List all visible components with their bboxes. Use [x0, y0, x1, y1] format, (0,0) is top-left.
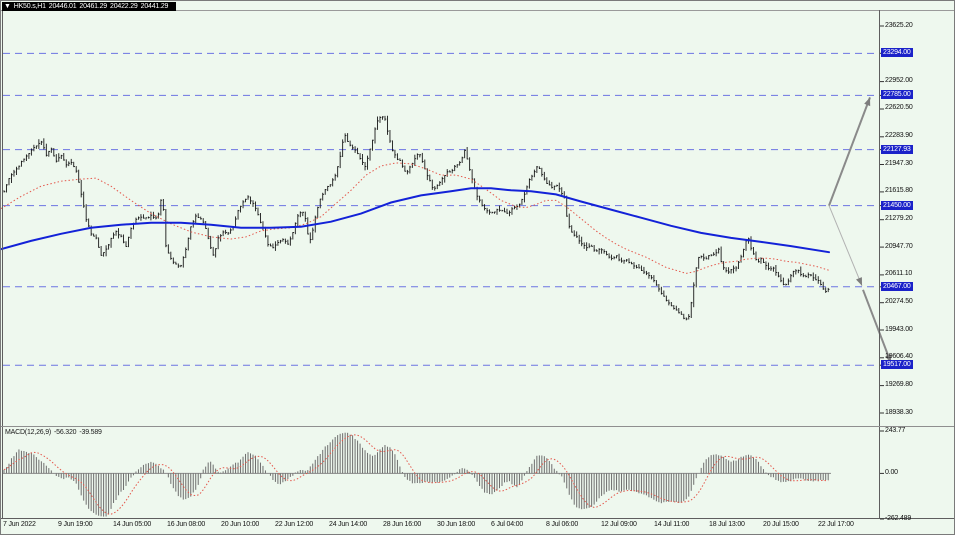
price-tick-label: 19269.80 — [885, 381, 913, 389]
ohlc-close: 20441.29 — [140, 3, 169, 10]
price-tick-label: 22283.90 — [885, 132, 913, 140]
time-tick-label: 20 Jul 15:00 — [763, 521, 799, 528]
price-level-badge: 22785.00 — [881, 90, 913, 100]
time-tick-label: 24 Jun 14:00 — [329, 521, 368, 528]
ohlc-low: 20422.29 — [110, 3, 138, 10]
ohlc-high: 20461.29 — [79, 3, 108, 10]
time-tick-label: 6 Jul 04:00 — [491, 521, 524, 528]
price-tick-label: 19943.00 — [885, 325, 913, 333]
price-tick-label: 18938.30 — [885, 408, 913, 416]
price-tick-label: 20611.10 — [885, 270, 913, 278]
price-tick-label: 19606.40 — [885, 353, 913, 361]
price-level-badge: 19517.00 — [881, 360, 913, 370]
price-tick-label: 22952.00 — [885, 77, 913, 85]
time-tick-label: 9 Jun 19:00 — [58, 521, 93, 528]
time-tick-label: 22 Jul 17:00 — [818, 521, 854, 528]
price-tick-label: 20274.50 — [885, 298, 913, 306]
price-level-badge: 21450.00 — [881, 200, 913, 210]
price-level-badge: 23294.00 — [881, 48, 913, 58]
time-tick-label: 14 Jul 11:00 — [654, 521, 690, 528]
time-tick-label: 8 Jul 06:00 — [546, 521, 579, 528]
macd-indicator-label: MACD(12,26,9) -56.320 -39.589 — [5, 429, 105, 436]
ohlc-open: 20446.01 — [48, 3, 77, 10]
time-tick-label: 22 Jun 12:00 — [275, 521, 314, 528]
macd-tick-label: -262.489 — [885, 514, 912, 522]
time-tick-label: 7 Jun 2022 — [3, 521, 36, 528]
symbol-title-bar[interactable]: ▼ HK50.s,H1 20446.01 20461.29 20422.29 20441.… — [2, 2, 177, 11]
price-level-badge: 20467.00 — [881, 281, 913, 291]
time-tick-label: 12 Jul 09:00 — [601, 521, 637, 528]
macd-main-value: -56.320 — [54, 429, 77, 436]
price-tick-label: 23625.20 — [885, 21, 913, 29]
price-tick-label: 22620.50 — [885, 104, 913, 112]
time-tick-label: 18 Jul 13:00 — [709, 521, 745, 528]
price-level-badge: 22127.93 — [881, 144, 913, 154]
price-tick-label: 21947.30 — [885, 160, 913, 168]
time-tick-label: 28 Jun 16:00 — [383, 521, 422, 528]
macd-tick-label: 0.00 — [885, 468, 898, 476]
time-tick-label: 16 Jun 08:00 — [167, 521, 206, 528]
macd-signal-value: -39.589 — [79, 429, 102, 436]
macd-name: MACD(12,26,9) — [5, 429, 52, 436]
symbol-period-label: HK50.s,H1 — [13, 3, 46, 10]
price-tick-label: 20947.70 — [885, 242, 913, 250]
collapse-icon[interactable]: ▼ — [4, 3, 11, 10]
macd-tick-label: 243.77 — [885, 426, 906, 434]
price-tick-label: 21279.20 — [885, 215, 913, 223]
time-tick-label: 20 Jun 10:00 — [221, 521, 260, 528]
time-tick-label: 14 Jun 05:00 — [113, 521, 152, 528]
time-tick-label: 30 Jun 18:00 — [437, 521, 476, 528]
price-tick-label: 21615.80 — [885, 187, 913, 195]
